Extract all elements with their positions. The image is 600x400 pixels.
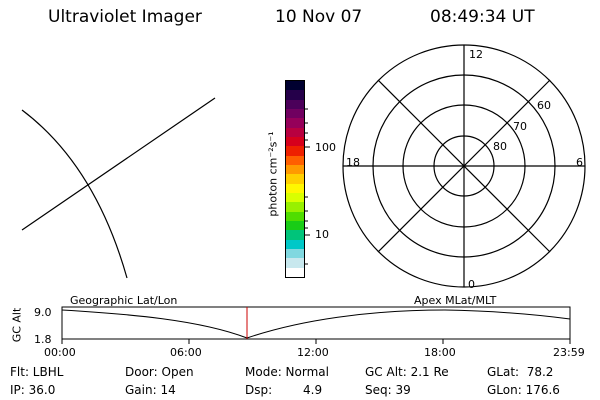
apex-mlat-mlt-label: Apex MLat/MLT (414, 294, 497, 307)
lat-label-60: 60 (537, 99, 551, 112)
filter-status: Flt: LBHL (10, 365, 64, 379)
colorbar-swatch (286, 164, 304, 175)
colorbar-tick-100: 100 (315, 141, 336, 154)
seq-status: Seq: 39 (365, 383, 411, 397)
colorbar-swatch (286, 118, 304, 128)
colorbar (285, 80, 305, 278)
colorbar-swatch (286, 81, 304, 91)
gc-alt-status: GC Alt: 2.1 Re (365, 365, 449, 379)
colorbar-swatch (286, 90, 304, 100)
mode-status: Mode: Normal (245, 365, 329, 379)
colorbar-swatch (286, 136, 304, 147)
instrument-title: Ultraviolet Imager (48, 7, 202, 27)
colorbar-swatch (286, 183, 304, 193)
grid-line (21, 97, 216, 231)
glon-status: GLon: 176.6 (487, 383, 560, 397)
mlt-label-12: 12 (469, 48, 483, 61)
glat-status: GLat: 78.2 (487, 365, 554, 379)
colorbar-tick-10: 10 (315, 228, 329, 241)
x-tick-1800: 18:00 (424, 346, 456, 359)
geographic-latlon-label: Geographic Lat/Lon (70, 294, 178, 307)
colorbar-swatch (286, 108, 304, 119)
colorbar-swatch (286, 230, 304, 240)
gain-status: Gain: 14 (125, 383, 176, 397)
colorbar-swatch (286, 248, 304, 259)
x-tick-0600: 06:00 (170, 346, 202, 359)
colorbar-swatch (286, 258, 304, 268)
mlt-label-0: 0 (468, 278, 475, 291)
colorbar-swatch (286, 202, 304, 212)
time-label: 08:49:34 UT (430, 7, 535, 27)
dsp-label: Dsp: (245, 383, 273, 397)
coastline-curve (21, 109, 128, 279)
x-tick-1200: 12:00 (297, 346, 329, 359)
colorbar-swatch (286, 99, 304, 109)
y-tick-9: 9.0 (34, 306, 52, 319)
colorbar-swatch (286, 239, 304, 249)
colorbar-swatch (286, 267, 304, 277)
dsp-value: 4.9 (303, 383, 323, 397)
altitude-curve (61, 309, 571, 339)
lat-label-80: 80 (493, 140, 507, 153)
lat-label-70: 70 (513, 120, 527, 133)
colorbar-swatch (286, 192, 304, 203)
date-label: 10 Nov 07 (275, 7, 363, 27)
x-tick-2359: 23:59 (553, 346, 585, 359)
colorbar-swatch (286, 155, 304, 165)
colorbar-swatch (286, 220, 304, 231)
ip-status: IP: 36.0 (10, 383, 56, 397)
colorbar-swatch (286, 211, 304, 221)
mlt-label-18: 18 (346, 156, 360, 169)
colorbar-swatch (286, 174, 304, 184)
y-tick-1_8: 1.8 (34, 333, 52, 346)
door-status: Door: Open (125, 365, 194, 379)
colorbar-swatch (286, 127, 304, 137)
colorbar-swatch (286, 146, 304, 156)
diagonal-b (377, 79, 551, 253)
mlt-label-6: 6 (576, 156, 583, 169)
x-tick-0000: 00:00 (44, 346, 76, 359)
